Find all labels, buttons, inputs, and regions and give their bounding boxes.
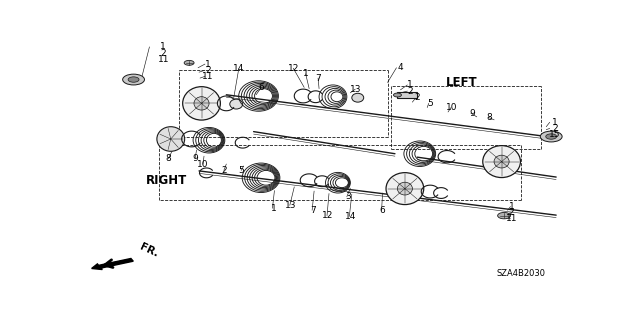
Text: 6: 6 <box>380 206 385 215</box>
Text: 2: 2 <box>221 166 227 175</box>
Text: 1: 1 <box>552 118 558 127</box>
Ellipse shape <box>157 127 185 151</box>
Ellipse shape <box>128 77 139 82</box>
FancyArrow shape <box>92 258 133 270</box>
Ellipse shape <box>352 93 364 102</box>
Text: FR.: FR. <box>138 241 160 259</box>
Text: 10: 10 <box>446 103 458 112</box>
Text: 3: 3 <box>345 192 351 201</box>
Ellipse shape <box>498 212 511 219</box>
Text: 11: 11 <box>157 55 169 64</box>
Text: 12: 12 <box>323 211 333 220</box>
Text: 8: 8 <box>165 154 171 163</box>
Text: 2: 2 <box>415 93 420 102</box>
Text: 2: 2 <box>552 124 558 133</box>
Text: 1: 1 <box>407 80 413 89</box>
Text: 2: 2 <box>205 66 211 75</box>
Text: 6: 6 <box>258 83 264 93</box>
Text: 13: 13 <box>349 85 361 93</box>
Text: RIGHT: RIGHT <box>146 174 188 187</box>
Text: 10: 10 <box>197 160 209 169</box>
Ellipse shape <box>397 182 412 195</box>
Text: 1: 1 <box>205 60 211 69</box>
Text: LEFT: LEFT <box>446 76 477 89</box>
Text: 12: 12 <box>287 64 299 73</box>
Bar <box>397 92 417 99</box>
Text: 11: 11 <box>202 72 214 81</box>
Ellipse shape <box>182 87 220 120</box>
Text: 7: 7 <box>316 74 321 83</box>
Text: 1: 1 <box>271 204 276 213</box>
Text: 1: 1 <box>161 42 166 51</box>
Text: 14: 14 <box>233 64 244 73</box>
Ellipse shape <box>483 145 520 178</box>
Ellipse shape <box>386 173 424 204</box>
Ellipse shape <box>540 131 562 142</box>
Ellipse shape <box>184 60 194 65</box>
Text: 15: 15 <box>549 130 561 139</box>
Text: 11: 11 <box>506 214 517 223</box>
Text: 9: 9 <box>469 109 475 118</box>
Text: 13: 13 <box>285 201 296 210</box>
Text: 4: 4 <box>397 63 403 72</box>
Text: 2: 2 <box>161 48 166 57</box>
Text: 5: 5 <box>238 166 244 175</box>
Text: 2: 2 <box>509 208 515 217</box>
Ellipse shape <box>230 99 243 109</box>
Text: 1: 1 <box>509 202 515 211</box>
Ellipse shape <box>194 97 209 110</box>
Ellipse shape <box>546 134 557 139</box>
Text: 1: 1 <box>303 70 308 78</box>
Text: 9: 9 <box>192 154 198 163</box>
Text: 8: 8 <box>486 113 492 122</box>
Ellipse shape <box>123 74 145 85</box>
Text: 2: 2 <box>407 86 413 96</box>
Text: 5: 5 <box>427 99 433 108</box>
Text: 14: 14 <box>344 212 356 221</box>
Ellipse shape <box>394 93 401 97</box>
Text: 7: 7 <box>310 206 316 215</box>
Text: SZA4B2030: SZA4B2030 <box>497 269 546 278</box>
Ellipse shape <box>494 155 509 168</box>
